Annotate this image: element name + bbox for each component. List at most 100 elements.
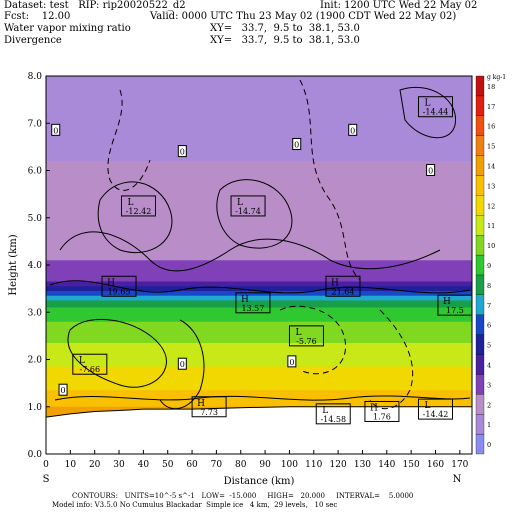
colorbar-swatch <box>475 254 485 276</box>
y-tick-label: 8.0 <box>28 72 43 82</box>
colorbar-swatch <box>475 354 485 375</box>
colorbar-label: 15 <box>487 143 495 151</box>
y-tick-label: 2.0 <box>28 356 43 366</box>
colorbar-swatch <box>475 314 485 335</box>
y-axis: 0.0 1.0 2.0 3.0 4.0 5.0 6.0 7.0 8.0 <box>28 72 50 460</box>
colorbar-label: 0 <box>487 441 491 449</box>
x-tick-label: 30 <box>113 460 125 470</box>
x-tick-label: 80 <box>235 460 247 470</box>
x-axis-title: Distance (km) <box>224 476 295 487</box>
extremum-high: H21.64 <box>325 275 361 297</box>
colorbar-swatch <box>475 95 485 116</box>
extremum-high: H17.5 <box>437 294 473 316</box>
y-tick-label: 6.0 <box>28 167 43 177</box>
colorbar-swatch <box>475 374 485 395</box>
extremum-high: H13.57 <box>235 292 271 314</box>
contour-line <box>67 318 167 388</box>
contour-line <box>59 231 441 272</box>
x-tick-label: 150 <box>403 460 420 470</box>
colorbar-label: 17 <box>487 103 495 111</box>
field1-xy: XY= 33.7, 9.5 to 38.1, 53.0 <box>210 23 360 34</box>
colorbar-swatch <box>475 334 485 355</box>
init-time-label: Init: 1200 UTC Wed 22 May 02 <box>320 0 478 11</box>
extremum-value: -5.76 <box>296 337 317 346</box>
y-axis-title: Height (km) <box>8 234 19 295</box>
forecast-hour-label: Fcst: 12.00 <box>4 11 71 22</box>
extremum-type: L <box>424 99 430 109</box>
colorbar-swatch <box>475 135 485 156</box>
extremum-value: 1.76 <box>373 412 391 421</box>
contour-line <box>97 181 173 254</box>
colorbar-label: 1 <box>487 421 491 429</box>
y-tick-label: 1.0 <box>28 403 43 413</box>
colorbar-label: 9 <box>487 262 491 270</box>
y-tick-label: 5.0 <box>28 214 43 224</box>
extremum-high: H19.65 <box>101 275 137 297</box>
colorbar-label: 13 <box>487 182 495 190</box>
contour-line <box>54 395 471 401</box>
extremum-type: L <box>295 328 301 338</box>
colorbar-swatch <box>475 294 485 315</box>
x-tick-label: 130 <box>354 460 371 470</box>
terrain-profile <box>46 406 472 454</box>
x-tick-label: 120 <box>330 460 347 470</box>
x-axis: 0 10 20 30 40 50 60 70 80 90 100 110 120 130 140 150 160… <box>43 450 469 470</box>
model-info: Model info: V3.5.0 No Cumulus Blackadar … <box>52 501 338 509</box>
colorbar-swatch <box>475 274 485 295</box>
extremum-value: -14.42 <box>423 410 449 419</box>
divergence-contours <box>49 79 471 410</box>
extremum-type: H <box>331 278 339 288</box>
contour-line <box>159 319 205 410</box>
extremum-low: L-14.58 <box>315 403 351 425</box>
extrema-labels: L-14.44L-12.42L-14.74H19.65H21.64H13.57H… <box>51 96 473 425</box>
extremum-type: L <box>237 198 243 208</box>
extremum-low: L-14.74 <box>230 195 266 217</box>
x-tick-label: 140 <box>378 460 395 470</box>
x-tick-label: 60 <box>186 460 198 470</box>
zero-contour-text: 0 <box>180 360 185 369</box>
x-tick-label: 70 <box>211 460 223 470</box>
valid-time-label: Valid: 0000 UTC Thu 23 May 02 (1900 CDT … <box>150 11 457 22</box>
extremum-type: L <box>128 198 134 208</box>
x-tick-label: 100 <box>281 460 298 470</box>
extremum-type: H <box>107 278 115 288</box>
extremum-value: 13.57 <box>241 304 264 313</box>
extremum-value: -7.66 <box>80 365 101 374</box>
zero-contour-label: 0 <box>51 123 61 136</box>
colorbar-unit: g kg-1 <box>487 74 506 81</box>
x-tick-label: 90 <box>259 460 271 470</box>
x-tick-label: 170 <box>451 460 468 470</box>
y-tick-label: 3.0 <box>28 308 43 318</box>
terrain <box>46 406 472 454</box>
y-tick-label: 4.0 <box>28 261 43 271</box>
colorbar-swatch <box>475 433 485 455</box>
x-tick-label: 40 <box>138 460 150 470</box>
extremum-value: 19.65 <box>108 287 131 296</box>
extremum-type: L <box>424 401 430 411</box>
colorbar-swatch <box>475 235 485 256</box>
colorbar-label: 11 <box>487 222 495 230</box>
colorbar-swatch <box>475 75 485 97</box>
zero-contour-text: 0 <box>428 167 433 176</box>
zero-contour-label: 0 <box>287 355 297 368</box>
zero-contour-text: 0 <box>53 126 58 135</box>
colorbar-label: 18 <box>487 83 495 91</box>
extremum-value: 21.64 <box>332 287 355 296</box>
extremum-value: 7.73 <box>200 408 218 417</box>
extremum-type: L <box>79 356 85 366</box>
colorbar-swatch <box>475 155 485 176</box>
colorbar-label: 7 <box>487 302 491 310</box>
colorbar-swatch <box>475 215 485 236</box>
extremum-type: L <box>322 406 328 416</box>
colorbar-label: 4 <box>487 361 491 369</box>
extremum-high: H7.73 <box>191 396 227 418</box>
field2-xy: XY= 33.7, 9.5 to 38.1, 53.0 <box>210 35 360 46</box>
extremum-low: L-14.42 <box>417 398 453 420</box>
x-tick-label: 160 <box>427 460 444 470</box>
colorbar-label: 8 <box>487 282 491 290</box>
contour-line <box>107 89 151 191</box>
colorbar-swatch <box>475 394 485 415</box>
colorbar-swatch <box>475 195 485 216</box>
zero-contour-label: 0 <box>426 164 436 176</box>
